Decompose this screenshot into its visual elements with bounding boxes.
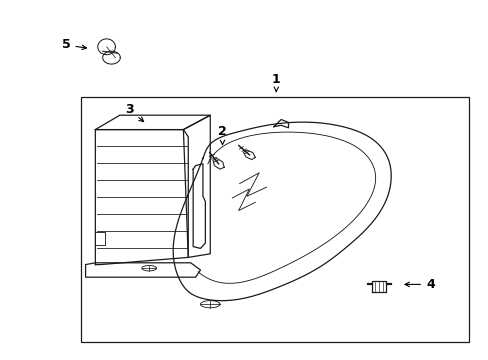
Text: 3: 3	[125, 103, 143, 122]
Text: 1: 1	[271, 73, 280, 92]
Text: 2: 2	[218, 125, 226, 145]
Text: 4: 4	[404, 278, 434, 291]
Text: 5: 5	[61, 39, 86, 51]
